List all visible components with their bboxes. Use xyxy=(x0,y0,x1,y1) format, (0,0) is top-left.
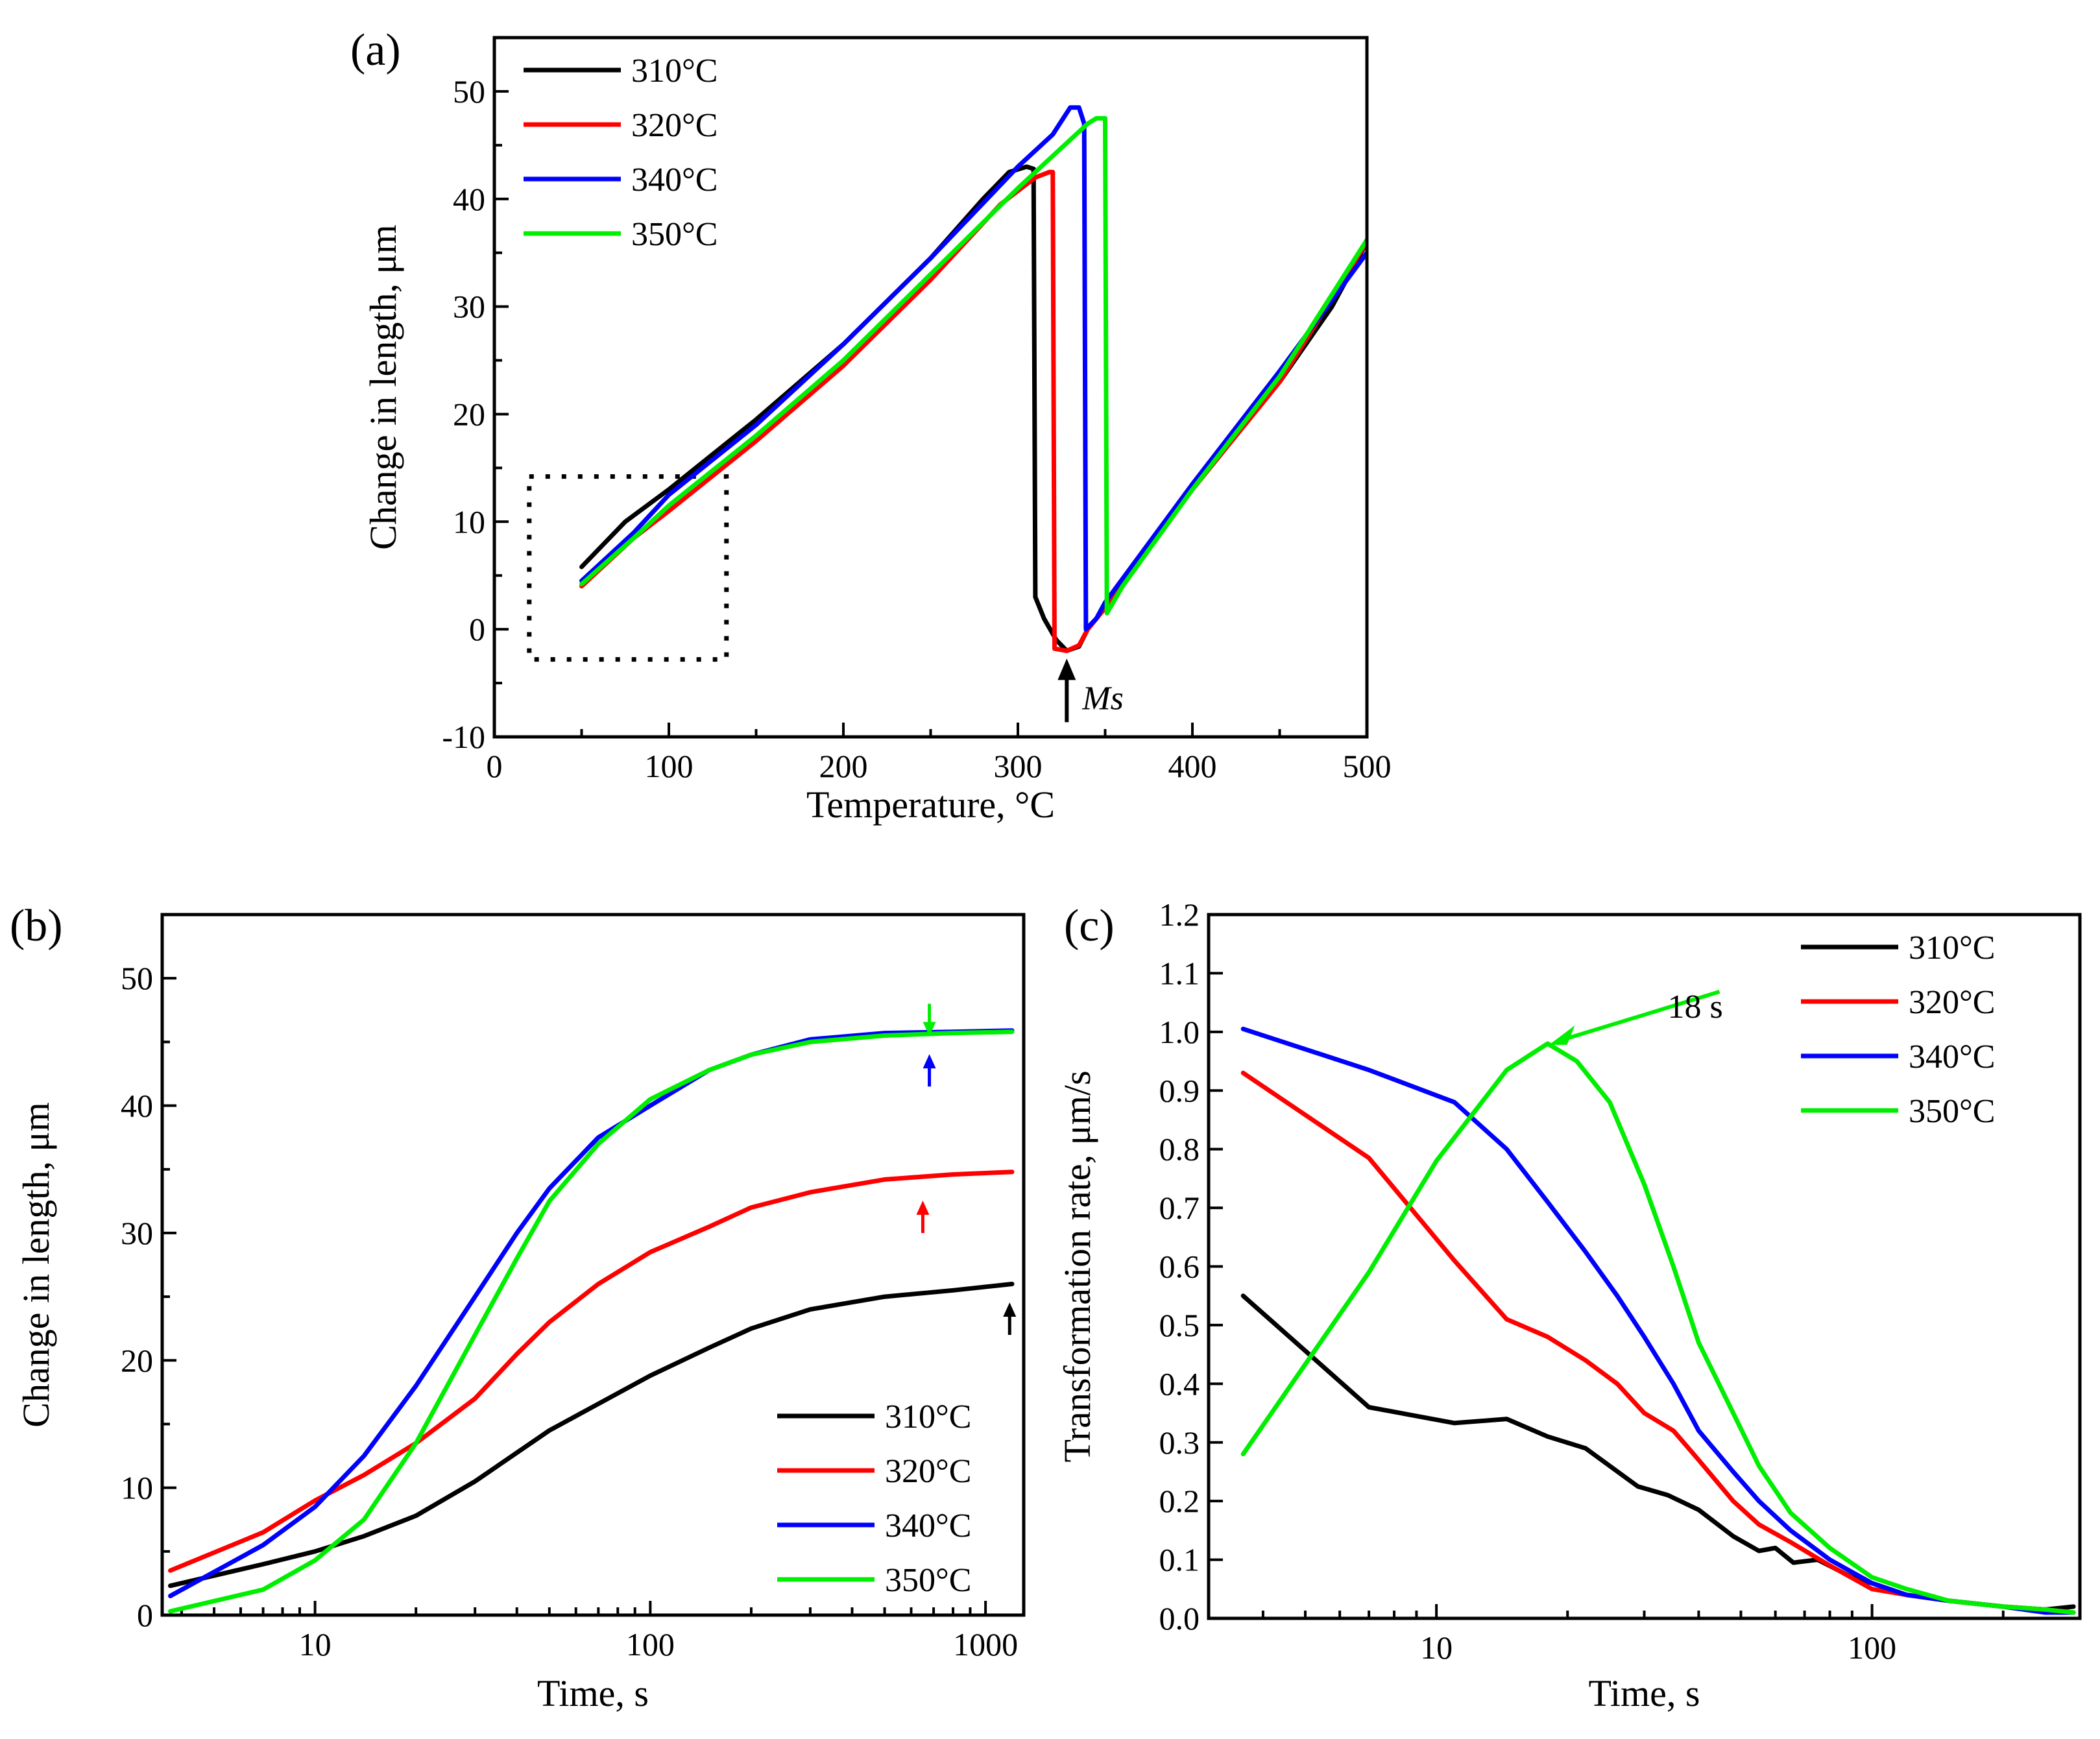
x-tick-label: 1000 xyxy=(953,1626,1018,1662)
y-tick-label: 1.2 xyxy=(1159,896,1200,933)
y-tick-label: 30 xyxy=(121,1215,153,1251)
x-tick-label: 300 xyxy=(994,748,1043,784)
series-group xyxy=(579,105,1367,653)
y-tick-label: 20 xyxy=(121,1342,153,1378)
y-axis-label: Transformation rate, μm/s xyxy=(1056,1070,1098,1462)
legend-label: 320°C xyxy=(1909,984,1995,1021)
y-tick-label: 0.0 xyxy=(1159,1600,1200,1637)
y-tick-label: 40 xyxy=(121,1088,153,1124)
y-tick-label: 0.7 xyxy=(1159,1190,1200,1226)
panel-c: 0.0 0.1 0.2 0.3 0.4 0.5 0.6 0.7 0.8 0.9 1.0 1.1 1.2 1… xyxy=(1056,896,2082,1714)
marker-arrow-head xyxy=(1003,1302,1017,1317)
series-line-340C xyxy=(579,105,1367,632)
y-tick-label: 1.1 xyxy=(1159,955,1200,991)
plot-frame xyxy=(492,36,1369,739)
legend: 310°C 320°C 340°C 350°C xyxy=(1801,929,1995,1130)
legend-label: 350°C xyxy=(631,216,718,253)
y-tick-label: 50 xyxy=(453,73,485,110)
x-axis-label: Temperature, °C xyxy=(806,784,1055,826)
x-tick-label: 10 xyxy=(299,1626,332,1662)
series-line-350C xyxy=(168,1029,1015,1614)
y-tick-label: 0.4 xyxy=(1159,1365,1200,1402)
x-tick-label: 500 xyxy=(1343,748,1392,784)
legend-label: 310°C xyxy=(885,1398,971,1435)
series-line-350C xyxy=(579,115,1367,616)
y-axis-label: Change in length, μm xyxy=(362,224,404,549)
marker-arrow-head xyxy=(923,1054,936,1069)
series-line-310C xyxy=(1240,1293,2076,1612)
legend: 310°C 320°C 340°C 350°C xyxy=(777,1398,971,1599)
x-tick-label: 200 xyxy=(819,748,868,784)
marker-arrow-head xyxy=(916,1200,930,1215)
plot-frame xyxy=(160,913,1026,1617)
y-tick-label: 1.0 xyxy=(1159,1014,1200,1050)
y-tick-label: 0 xyxy=(137,1597,153,1633)
x-tick-label: 10 xyxy=(1420,1629,1453,1666)
y-tick-label: 0 xyxy=(469,611,485,647)
y-tick-label: -10 xyxy=(442,719,485,755)
legend: 310°C 320°C 340°C 350°C xyxy=(524,53,718,253)
x-tick-label: 100 xyxy=(1848,1629,1896,1666)
y-tick-label: 30 xyxy=(453,289,485,325)
peak-arrow-head xyxy=(1549,1025,1575,1045)
legend-label: 310°C xyxy=(1909,929,1995,966)
y-tick-label: 0.9 xyxy=(1159,1072,1200,1109)
y-tick-label: 40 xyxy=(453,181,485,217)
y-tick-label: 50 xyxy=(121,960,153,996)
panel-label: (a) xyxy=(350,25,401,75)
y-tick-label: 0.3 xyxy=(1159,1424,1200,1461)
series-line-320C xyxy=(168,1169,1015,1573)
plot-frame xyxy=(1207,913,2082,1620)
x-axis-label: Time, s xyxy=(537,1672,649,1714)
y-tick-label: 10 xyxy=(121,1470,153,1506)
legend-label: 320°C xyxy=(885,1453,971,1490)
y-tick-label: 0.6 xyxy=(1159,1249,1200,1285)
x-tick-label: 100 xyxy=(626,1626,675,1662)
legend-label: 320°C xyxy=(631,107,718,144)
peak-arrow-shaft xyxy=(1566,990,1720,1040)
x-tick-label: 0 xyxy=(487,748,503,784)
legend-label: 350°C xyxy=(1909,1093,1995,1130)
inset-dotted-box xyxy=(527,474,729,662)
y-tick-label: 0.5 xyxy=(1159,1307,1200,1343)
series-line-350C xyxy=(1240,1041,2076,1615)
y-tick-label: 0.2 xyxy=(1159,1483,1200,1519)
legend-label: 340°C xyxy=(631,162,718,198)
y-tick-label: 0.8 xyxy=(1159,1131,1200,1168)
x-tick-label: 400 xyxy=(1168,748,1217,784)
series-line-340C xyxy=(168,1028,1015,1598)
y-tick-label: 10 xyxy=(453,503,485,540)
y-axis-label: Change in length, μm xyxy=(15,1102,57,1427)
legend-label: 340°C xyxy=(1909,1038,1995,1075)
y-tick-label: 0.1 xyxy=(1159,1542,1200,1578)
ms-arrow-head xyxy=(1057,658,1076,680)
series-group xyxy=(1240,1026,2076,1615)
ms-label: Ms xyxy=(1081,680,1124,717)
legend-label: 340°C xyxy=(885,1507,971,1544)
panel-label: (c) xyxy=(1064,901,1115,951)
series-group xyxy=(168,1028,1015,1614)
legend-label: 350°C xyxy=(885,1562,971,1599)
series-line-310C xyxy=(168,1282,1015,1589)
x-tick-label: 100 xyxy=(645,748,694,784)
panel-b: 0 10 20 30 40 50 10 100 1000 Time, s Change in len… xyxy=(10,901,1026,1714)
x-axis-label: Time, s xyxy=(1589,1672,1700,1714)
legend-label: 310°C xyxy=(631,53,718,90)
panel-label: (b) xyxy=(10,901,63,951)
marker-arrow-head xyxy=(923,1022,936,1037)
series-line-320C xyxy=(1240,1070,2076,1615)
peak-label: 18 s xyxy=(1668,989,1723,1025)
y-tick-label: 20 xyxy=(453,396,485,432)
